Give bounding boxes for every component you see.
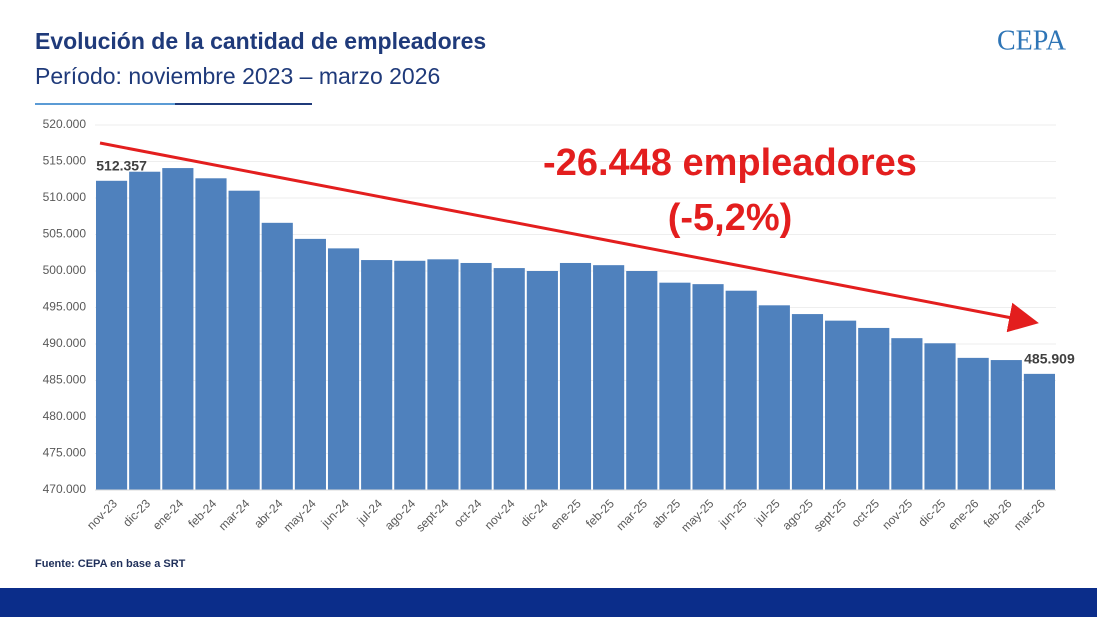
bar [361, 260, 393, 490]
bar [261, 222, 293, 490]
bar [294, 238, 326, 490]
footer-band [0, 588, 1097, 617]
bar [957, 357, 989, 490]
bar [162, 168, 194, 490]
y-tick-label: 510.000 [43, 190, 87, 204]
y-tick-label: 490.000 [43, 336, 87, 350]
bar [791, 314, 824, 490]
bar [228, 190, 260, 490]
logo: CEPA [997, 25, 1067, 56]
bar [725, 290, 757, 490]
y-tick-label: 475.000 [43, 446, 87, 460]
bar [129, 171, 161, 490]
bar [825, 320, 857, 490]
bar [758, 305, 790, 490]
trend-arrow [99, 141, 1039, 333]
bar [891, 338, 923, 490]
bar [460, 262, 492, 490]
bar [858, 327, 890, 490]
annotation: -26.448 empleadores [543, 142, 917, 184]
y-tick-label: 500.000 [43, 263, 87, 277]
annotation: (-5,2%) [668, 197, 793, 239]
chart-title: Evolución de la cantidad de empleadores [35, 28, 486, 54]
y-tick-label: 515.000 [43, 154, 87, 168]
value-label: 485.909 [1024, 351, 1075, 367]
bar [990, 360, 1022, 490]
y-tick-label: 505.000 [43, 227, 87, 241]
bar [394, 260, 426, 490]
source: Fuente: CEPA en base a SRT [35, 558, 186, 570]
bar [95, 180, 128, 491]
y-tick-label: 520.000 [43, 117, 87, 131]
bar [493, 268, 525, 490]
value-label: 512.357 [96, 157, 147, 173]
bar [195, 178, 227, 491]
bar [559, 262, 592, 490]
y-tick-label: 485.000 [43, 373, 87, 387]
chart-subtitle: Período: noviembre 2023 – marzo 2026 [35, 63, 440, 89]
bar [626, 271, 658, 490]
bar [659, 282, 691, 490]
y-tick-label: 470.000 [43, 482, 87, 496]
y-tick-label: 495.000 [43, 300, 87, 314]
bar [1023, 373, 1056, 490]
bar [327, 248, 360, 490]
bar [593, 265, 625, 490]
bar [692, 284, 724, 490]
y-tick-label: 480.000 [43, 409, 87, 423]
bar [526, 271, 558, 490]
bar [427, 259, 459, 490]
bar [924, 343, 956, 490]
